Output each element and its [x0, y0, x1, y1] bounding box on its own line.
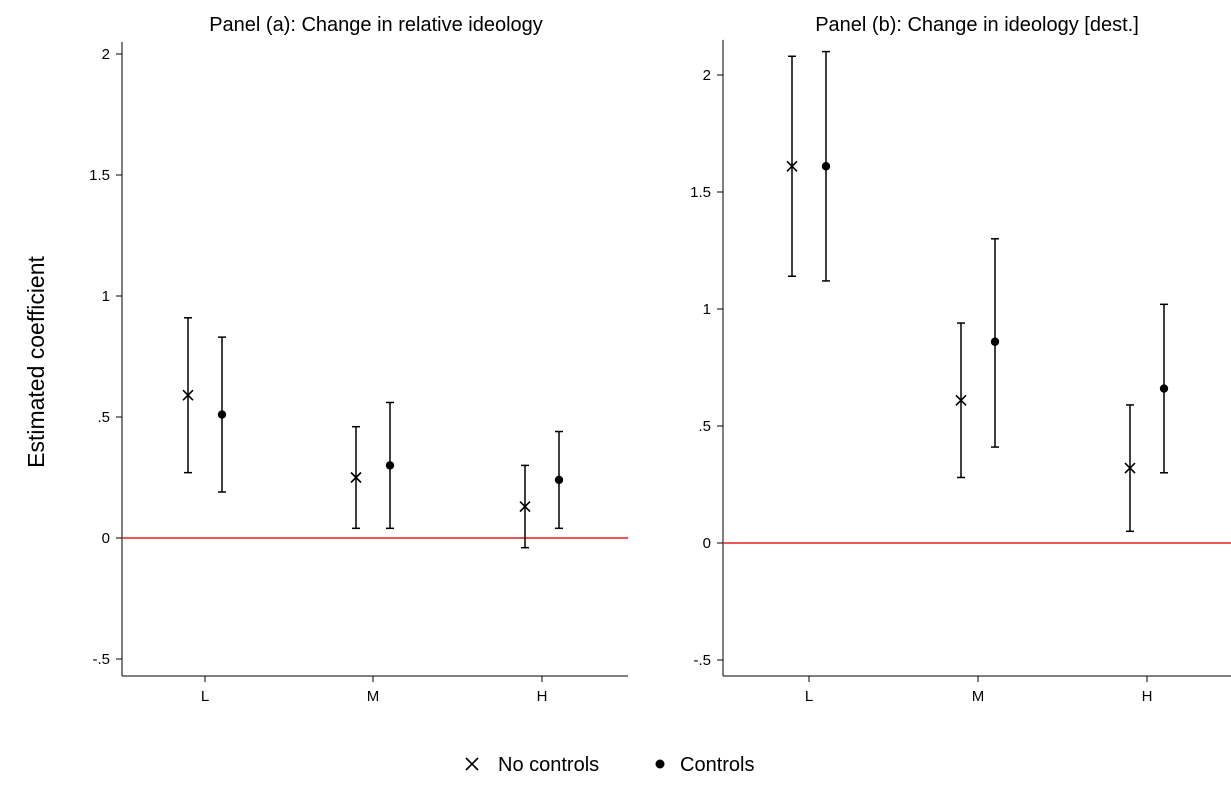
y-tick-label: -.5 — [92, 651, 110, 668]
dot-marker — [1159, 384, 1169, 393]
x-tick-label: M — [367, 688, 380, 705]
x-tick-label: H — [1142, 688, 1153, 705]
dot-marker — [554, 475, 564, 485]
dot-marker — [385, 461, 395, 470]
panel-title: Panel (b): Change in ideology [dest.] — [815, 14, 1139, 36]
data-point-controls — [217, 336, 227, 493]
data-point-no-controls — [182, 317, 194, 474]
dot-marker — [821, 162, 831, 171]
panel-b: Panel (b): Change in ideology [dest.] -.5… — [690, 14, 1231, 705]
x-tick-label: M — [972, 688, 985, 705]
panel-title: Panel (a): Change in relative ideology — [209, 14, 543, 36]
y-tick-label: 2 — [703, 67, 711, 84]
data-point-controls — [554, 430, 564, 530]
panel-a: Panel (a): Change in relative ideology -.… — [89, 14, 628, 705]
x-marker — [182, 389, 194, 401]
data-point-no-controls — [955, 322, 967, 479]
data-point-no-controls — [786, 55, 798, 277]
legend-x-marker — [465, 757, 479, 771]
x-tick-label: H — [537, 688, 548, 705]
legend-label: Controls — [680, 754, 754, 776]
x-marker — [786, 160, 798, 172]
data-point-controls — [821, 50, 831, 282]
y-tick-label: 2 — [102, 46, 110, 63]
legend: No controls Controls — [465, 754, 754, 776]
legend-label: No controls — [498, 754, 599, 776]
y-tick-label: .5 — [698, 418, 711, 435]
dot-marker — [217, 410, 227, 419]
x-tick-label: L — [201, 688, 209, 705]
data-point-no-controls — [350, 425, 362, 530]
y-tick-label: -.5 — [693, 652, 711, 669]
x-tick-label: L — [805, 688, 813, 705]
legend-item-no-controls: No controls — [465, 754, 599, 776]
x-marker — [519, 500, 531, 513]
y-tick-label: 0 — [703, 535, 711, 552]
y-axis-title: Estimated coefficient — [23, 255, 49, 467]
legend-item-controls: Controls — [655, 754, 754, 776]
data-point-no-controls — [1124, 404, 1136, 533]
data-point-no-controls — [519, 464, 531, 549]
x-marker — [955, 394, 967, 406]
legend-dot-marker — [655, 759, 665, 769]
x-marker — [350, 471, 362, 484]
dot-marker — [990, 337, 1000, 346]
y-tick-label: 1.5 — [690, 184, 711, 201]
data-point-controls — [385, 401, 395, 530]
data-point-controls — [990, 238, 1000, 448]
y-tick-label: .5 — [97, 409, 110, 426]
data-point-controls — [1159, 303, 1169, 474]
y-tick-label: 1 — [703, 301, 711, 318]
y-tick-label: 0 — [102, 530, 110, 547]
y-tick-label: 1 — [102, 288, 110, 305]
y-tick-label: 1.5 — [89, 167, 110, 184]
x-marker — [1124, 462, 1136, 474]
